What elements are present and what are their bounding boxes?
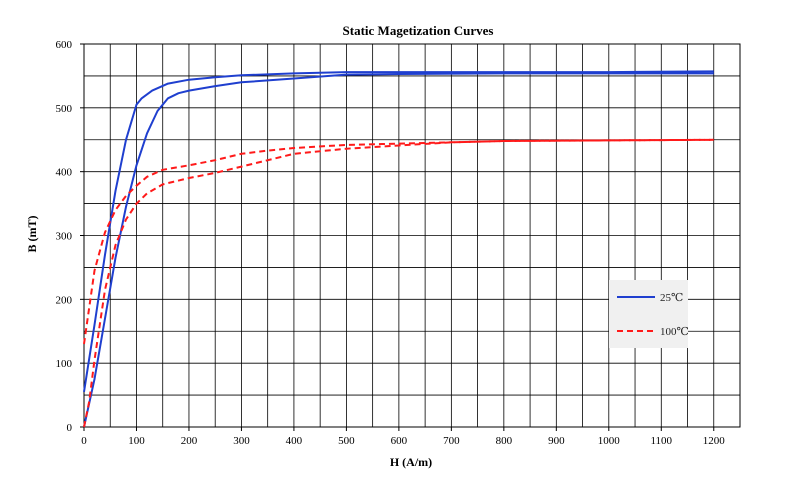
y-tick-label: 500 — [56, 103, 73, 115]
x-tick-label: 500 — [338, 435, 355, 447]
x-tick-label: 900 — [548, 435, 565, 447]
y-tick-label: 100 — [56, 358, 73, 370]
x-axis-ticks: 0 100 200 300 400 500 600 700 800 900 1000 1100 1200 — [81, 427, 725, 447]
x-tick-label: 200 — [181, 435, 198, 447]
x-tick-label: 1200 — [703, 435, 726, 447]
x-axis-label: H (A/m) — [390, 455, 432, 469]
x-tick-label: 100 — [128, 435, 145, 447]
legend-box — [609, 280, 688, 348]
x-tick-label: 700 — [443, 435, 460, 447]
y-tick-label: 200 — [56, 294, 73, 306]
legend-label: 25℃ — [660, 292, 683, 304]
x-tick-label: 600 — [391, 435, 408, 447]
x-tick-label: 1100 — [650, 435, 672, 447]
x-tick-label: 300 — [233, 435, 250, 447]
y-axis-label: B (mT) — [25, 216, 39, 253]
legend-label: 100℃ — [660, 326, 689, 338]
x-tick-label: 400 — [286, 435, 303, 447]
x-tick-label: 0 — [81, 435, 87, 447]
series-line-25c-branch-2 — [83, 72, 714, 428]
x-tick-label: 800 — [496, 435, 513, 447]
series-line-25c-branch-1 — [83, 70, 714, 393]
series-layer — [83, 70, 714, 428]
chart-title: Static Magetization Curves — [343, 23, 494, 38]
x-tick-label: 1000 — [598, 435, 621, 447]
series-line-100c-branch-2 — [83, 138, 714, 428]
series-line-100c-branch-1 — [83, 138, 714, 345]
grid — [84, 44, 740, 427]
y-tick-label: 400 — [56, 167, 73, 179]
y-tick-label: 300 — [56, 231, 73, 243]
legend: 25℃ 100℃ — [609, 280, 689, 348]
y-tick-label: 600 — [56, 39, 73, 51]
y-axis-ticks: 0 100 200 300 400 500 600 — [56, 39, 84, 434]
y-tick-label: 0 — [67, 422, 73, 434]
